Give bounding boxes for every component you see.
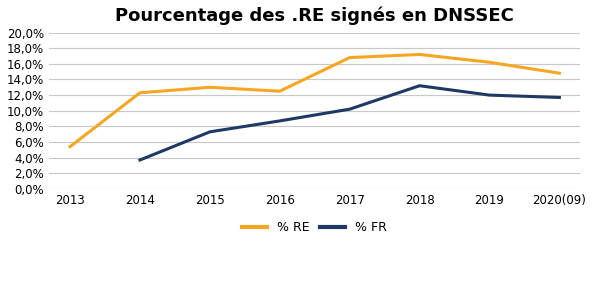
Legend: % RE, % FR: % RE, % FR — [237, 216, 392, 239]
Title: Pourcentage des .RE signés en DNSSEC: Pourcentage des .RE signés en DNSSEC — [115, 7, 514, 25]
